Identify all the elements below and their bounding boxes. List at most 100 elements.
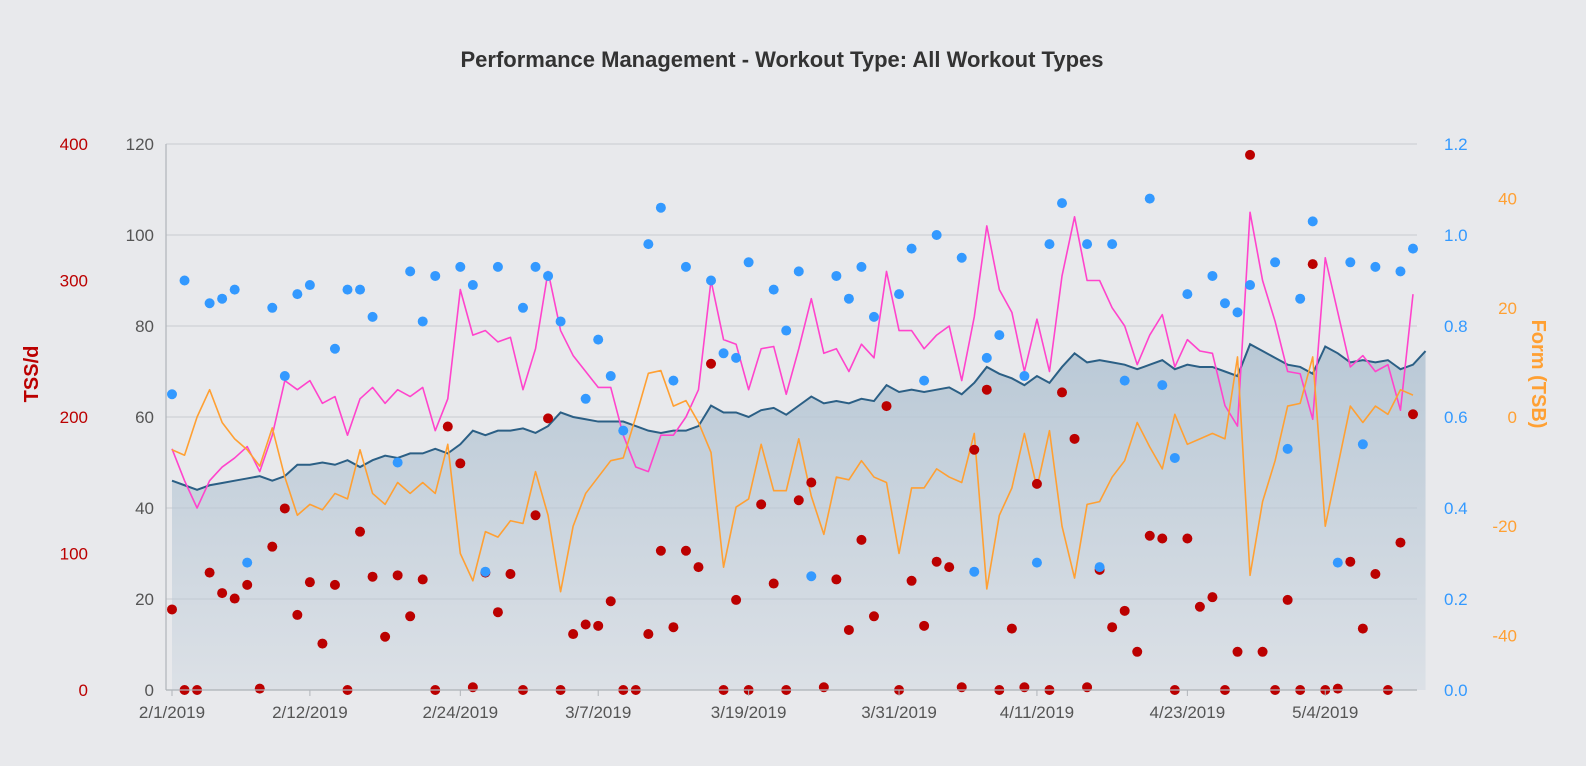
data-point — [392, 457, 403, 468]
data-point — [1107, 622, 1118, 633]
chart-title: Performance Management - Workout Type: A… — [461, 47, 1104, 72]
data-point — [969, 444, 980, 455]
data-point — [843, 624, 854, 635]
x-tick-label: 2/24/2019 — [422, 703, 498, 722]
series-points — [167, 149, 1418, 695]
axes: 02040608010012001002003004000.00.20.40.6… — [60, 135, 1517, 722]
data-point — [543, 270, 554, 281]
data-point — [405, 611, 416, 622]
data-point — [818, 682, 829, 693]
data-point — [856, 261, 867, 272]
data-point — [229, 284, 240, 295]
data-point — [593, 334, 604, 345]
data-point — [405, 266, 416, 277]
x-tick-label: 4/11/2019 — [1000, 703, 1074, 722]
y-tick-if: 0.0 — [1444, 681, 1468, 700]
data-point — [1182, 289, 1193, 300]
data-point — [1019, 682, 1030, 693]
data-point — [204, 567, 215, 578]
data-point — [693, 562, 704, 573]
y-tick-tss: 300 — [60, 272, 88, 291]
data-point — [217, 293, 228, 304]
data-point — [1006, 623, 1017, 634]
data-point — [1370, 261, 1381, 272]
data-point — [668, 375, 679, 386]
x-tick-label: 2/1/2019 — [139, 703, 205, 722]
data-point — [355, 284, 366, 295]
data-point — [317, 638, 328, 649]
data-point — [906, 575, 917, 586]
data-point — [1157, 533, 1168, 544]
data-point — [1119, 375, 1130, 386]
data-point — [1082, 682, 1093, 693]
data-point — [329, 343, 340, 354]
data-point — [580, 393, 591, 404]
data-point — [643, 239, 654, 250]
data-point — [919, 375, 930, 386]
data-point — [530, 510, 541, 521]
x-tick-label: 5/4/2019 — [1292, 703, 1358, 722]
data-point — [680, 261, 691, 272]
y-tick-tsb: 20 — [1498, 299, 1517, 318]
data-point — [1119, 605, 1130, 616]
y-tick-if: 0.8 — [1444, 317, 1468, 336]
y-tick-inner: 40 — [135, 499, 154, 518]
data-point — [944, 562, 955, 573]
data-point — [1307, 216, 1318, 227]
data-point — [706, 358, 717, 369]
data-point — [1057, 198, 1068, 209]
data-point — [868, 611, 879, 622]
data-point — [981, 384, 992, 395]
data-point — [179, 275, 190, 286]
data-point — [1169, 452, 1180, 463]
data-point — [1194, 601, 1205, 612]
data-point — [304, 280, 315, 291]
data-point — [242, 579, 253, 590]
data-point — [981, 352, 992, 363]
data-point — [1257, 646, 1268, 657]
y-tick-inner: 100 — [126, 226, 154, 245]
y-tick-inner: 0 — [145, 681, 154, 700]
y-axis-title-tsb: Form (TSB) — [1527, 320, 1549, 429]
data-point — [1395, 266, 1406, 277]
data-point — [1295, 293, 1306, 304]
data-point — [342, 284, 353, 295]
data-point — [868, 311, 879, 322]
y-tick-tsb: 40 — [1498, 190, 1517, 209]
data-point — [417, 574, 428, 585]
data-point — [906, 243, 917, 254]
data-point — [1144, 530, 1155, 541]
y-tick-tss: 0 — [79, 681, 88, 700]
y-tick-tss: 400 — [60, 135, 88, 154]
data-point — [329, 579, 340, 590]
data-point — [1307, 259, 1318, 270]
data-point — [355, 526, 366, 537]
fitness-area-fill — [172, 344, 1426, 690]
data-point — [643, 629, 654, 640]
data-point — [1332, 683, 1343, 694]
data-point — [1031, 478, 1042, 489]
data-point — [1345, 556, 1356, 567]
data-point — [1282, 594, 1293, 605]
data-point — [467, 280, 478, 291]
data-point — [580, 619, 591, 630]
data-point — [204, 298, 215, 309]
y-tick-inner: 60 — [135, 408, 154, 427]
y-tick-inner: 20 — [135, 590, 154, 609]
data-point — [380, 631, 391, 642]
data-point — [956, 252, 967, 263]
data-point — [1157, 380, 1168, 391]
x-tick-label: 3/31/2019 — [861, 703, 937, 722]
data-point — [279, 503, 290, 514]
data-point — [605, 596, 616, 607]
data-point — [1395, 537, 1406, 548]
data-point — [455, 458, 466, 469]
data-point — [1182, 533, 1193, 544]
data-point — [655, 202, 666, 213]
data-point — [1044, 239, 1055, 250]
data-point — [167, 604, 177, 615]
y-tick-tss: 200 — [60, 408, 88, 427]
data-point — [242, 557, 253, 568]
data-point — [505, 568, 516, 579]
data-point — [430, 270, 441, 281]
